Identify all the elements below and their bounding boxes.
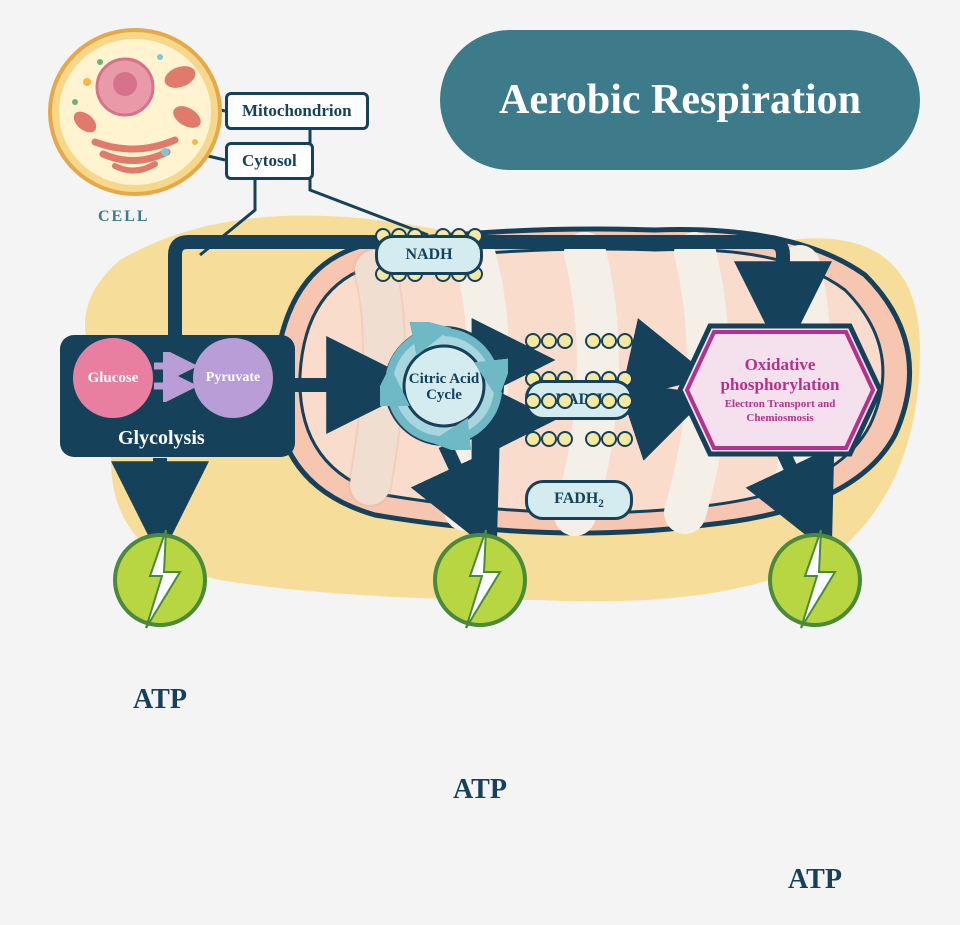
atp-1-text: ATP [133,684,187,716]
atp-3 [763,528,867,632]
cytosol-tag-text: Cytosol [242,151,297,171]
cell-label: CELL [98,208,150,226]
glucose-label: Glucose [88,370,139,387]
mitochondrion-tag: Mitochondrion [225,92,369,130]
mitochondrion-tag-text: Mitochondrion [242,101,352,121]
glucose-node: Glucose [70,335,156,421]
oxphos-title: Oxidative phosphorylation [690,355,870,394]
atp-1 [108,528,212,632]
glycolysis-inner-arrows [152,352,197,402]
oxphos-subtitle: Electron Transport and Chemiosmosis [690,398,870,424]
oxphos-content: Oxidative phosphorylation Electron Trans… [690,340,870,440]
cytosol-tag: Cytosol [225,142,314,180]
cac-label-text: Citric Acid Cycle [402,371,486,404]
glycolysis-label-text: Glycolysis [118,427,205,449]
nadh-top-pill: NADH [375,235,483,275]
pyruvate-label: Pyruvate [206,370,260,386]
atp-3-text: ATP [788,864,842,896]
pyruvate-node: Pyruvate [190,335,276,421]
cell-illustration [45,22,225,202]
fadh2-pill: FADH2 [525,480,633,520]
atp-2-label: ATP [435,745,525,835]
diagram-title: Aerobic Respiration [440,30,920,170]
cell-label-text: CELL [98,208,150,225]
nadh-top-text: NADH [405,246,452,264]
fadh2-text: FADH2 [554,490,604,510]
atp-1-label: ATP [115,655,205,745]
atp-3-label: ATP [770,835,860,925]
title-text: Aerobic Respiration [499,76,861,124]
cac-label: Citric Acid Cycle [402,345,486,429]
atp-2 [428,528,532,632]
glycolysis-label: Glycolysis [118,427,205,450]
fadh2-bumps [513,389,645,451]
atp-2-text: ATP [453,774,507,806]
